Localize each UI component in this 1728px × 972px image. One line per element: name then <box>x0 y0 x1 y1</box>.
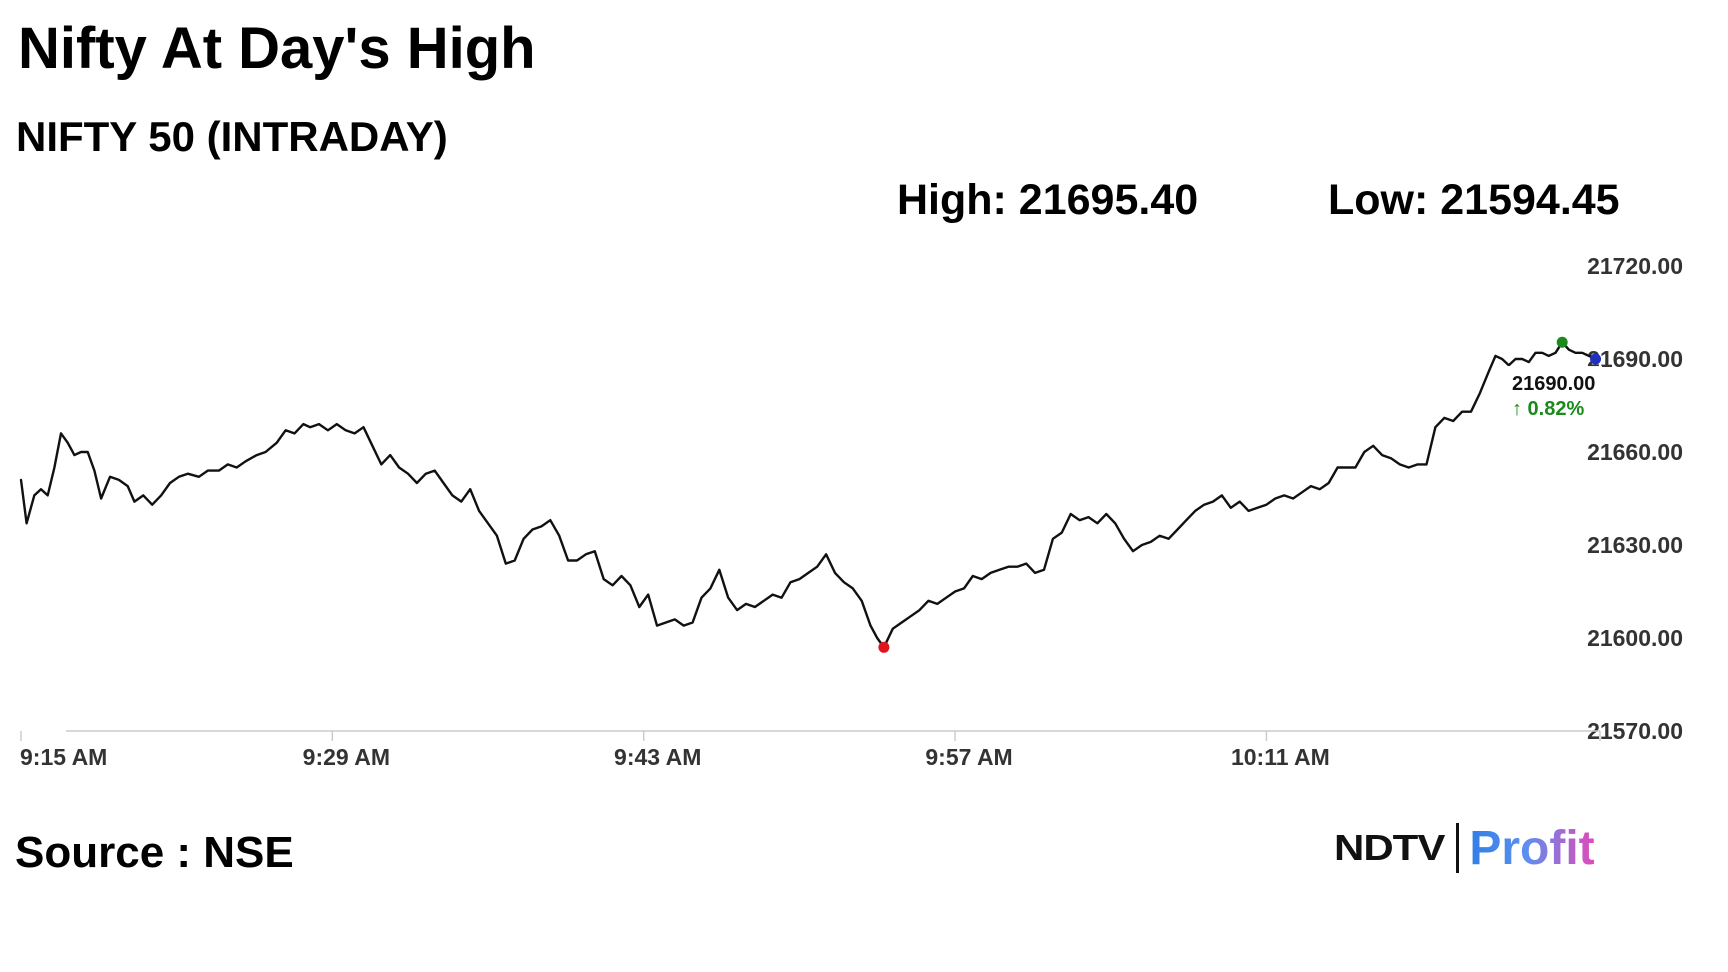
y-tick-label: 21570.00 <box>1587 718 1683 744</box>
low-point-marker <box>878 641 890 653</box>
day-high-stat: High: 21695.40 <box>897 176 1199 224</box>
x-tick-label: 9:43 AM <box>614 744 701 770</box>
chart-subtitle: NIFTY 50 (INTRADAY) <box>16 113 448 160</box>
y-tick-label: 21660.00 <box>1587 439 1683 465</box>
logo-profit-text: Profit <box>1469 821 1595 875</box>
day-low-stat: Low: 21594.45 <box>1328 176 1620 224</box>
chart-markers <box>878 336 1602 653</box>
y-tick-label: 21630.00 <box>1587 532 1683 558</box>
tooltip-change: ↑ 0.82% <box>1512 398 1584 420</box>
page-title: Nifty At Day's High <box>18 16 536 81</box>
x-tick-label: 9:15 AM <box>20 744 107 770</box>
source-note: Source : NSE <box>15 828 294 877</box>
x-tick-label: 10:11 AM <box>1231 744 1330 770</box>
price-tooltip: 21690.00 ↑ 0.82% <box>1502 366 1602 422</box>
y-tick-label: 21690.00 <box>1587 346 1683 372</box>
tooltip-background <box>1502 366 1602 422</box>
y-tick-label: 21600.00 <box>1587 625 1683 651</box>
ndtv-profit-logo: NDTV Profit <box>1334 818 1595 878</box>
y-tick-label: 21720.00 <box>1587 253 1683 279</box>
logo-ndtv-text: NDTV <box>1334 827 1445 868</box>
x-axis: 9:15 AM 9:29 AM 9:43 AM 9:57 AM 10:11 AM <box>20 730 1601 770</box>
logo-divider <box>1456 823 1460 873</box>
x-tick-label: 9:57 AM <box>925 744 1012 770</box>
tooltip-price: 21690.00 <box>1512 373 1595 395</box>
y-axis: 21720.00 21690.00 21660.00 21630.00 21600.00… <box>1587 253 1683 744</box>
nifty-price-line <box>19 341 1597 649</box>
x-tick-label: 9:29 AM <box>303 744 390 770</box>
plot-area <box>19 341 1597 649</box>
last-point-marker <box>1590 353 1602 365</box>
high-point-marker <box>1556 336 1568 348</box>
